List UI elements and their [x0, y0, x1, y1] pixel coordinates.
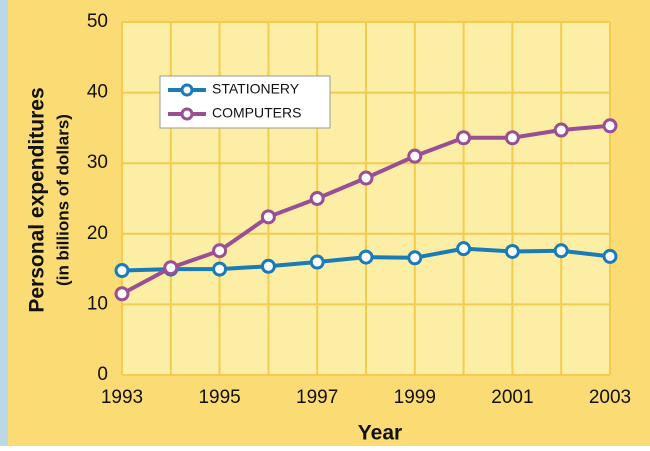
x-tick-label: 2001: [491, 387, 533, 408]
x-tick-label: 1993: [101, 387, 143, 408]
x-tick-label: 2003: [589, 387, 631, 408]
point: [407, 148, 423, 164]
point: [163, 260, 179, 276]
point: [456, 241, 472, 257]
point: [456, 130, 472, 146]
point: [309, 191, 325, 206]
x-axis-label: Year: [358, 422, 402, 445]
edge-strip: [0, 0, 8, 446]
y-axis-sublabel: (in billions of dollars): [53, 114, 72, 286]
y-axis-label: Personal expenditures: [26, 87, 49, 312]
legend-marker: [180, 83, 194, 97]
point: [260, 209, 276, 225]
y-tick-label: 0: [97, 364, 108, 385]
x-tick-label: 1999: [394, 387, 436, 408]
point: [602, 248, 618, 264]
y-tick-label: 40: [87, 82, 108, 103]
point: [212, 261, 228, 277]
y-tick-label: 10: [87, 293, 108, 314]
point: [309, 254, 325, 270]
point: [358, 249, 374, 265]
point: [260, 258, 276, 274]
point: [358, 170, 374, 186]
point: [553, 243, 569, 259]
point: [504, 130, 520, 146]
point: [602, 118, 618, 134]
legend: STATIONERY COMPUTERS: [159, 75, 331, 129]
point: [212, 243, 228, 259]
point: [553, 122, 569, 138]
point: [407, 250, 423, 266]
point: [504, 243, 520, 259]
y-tick-label: 50: [87, 11, 108, 32]
legend-label: COMPUTERS: [212, 105, 301, 121]
x-tick-label: 1995: [198, 387, 240, 408]
x-tick-label: 1997: [296, 387, 338, 408]
point: [114, 286, 130, 302]
legend-marker: [180, 107, 194, 121]
y-tick-label: 30: [87, 152, 108, 173]
legend-label: STATIONERY: [212, 81, 300, 97]
lines: [114, 118, 618, 302]
y-tick-label: 20: [87, 223, 108, 244]
point: [114, 263, 130, 279]
